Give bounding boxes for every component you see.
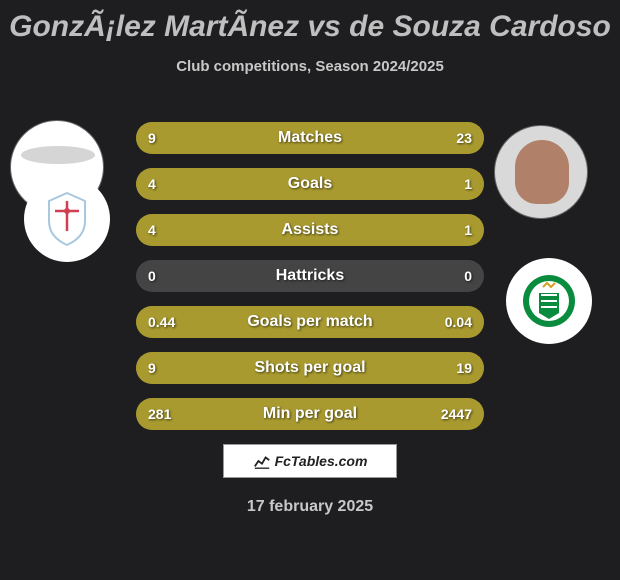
subtitle: Club competitions, Season 2024/2025 [0,58,620,75]
stat-value-right: 23 [456,122,472,154]
stat-label: Goals [136,168,484,200]
stat-label: Matches [136,122,484,154]
stat-value-left: 0.44 [148,306,175,338]
stat-value-left: 4 [148,168,156,200]
stat-value-right: 1 [464,214,472,246]
stat-row: Min per goal281 2447 [136,398,484,430]
stat-label: Min per goal [136,398,484,430]
club-left-logo [24,176,110,262]
stat-row: Goals per match0.44 0.04 [136,306,484,338]
club-right-logo [506,258,592,344]
stat-label: Assists [136,214,484,246]
betis-crest-icon [521,273,577,329]
stat-label: Goals per match [136,306,484,338]
chart-icon [253,452,271,470]
stat-row: Shots per goal9 19 [136,352,484,384]
stat-row: Matches9 23 [136,122,484,154]
stat-value-right: 0 [464,260,472,292]
stat-label: Hattricks [136,260,484,292]
stat-value-left: 4 [148,214,156,246]
stat-value-left: 0 [148,260,156,292]
date-label: 17 february 2025 [0,498,620,516]
comparison-title: GonzÃ¡lez MartÃ­nez vs de Souza Cardoso [0,0,620,44]
stat-value-right: 0.04 [445,306,472,338]
stat-value-right: 2447 [441,398,472,430]
stat-row: Goals4 1 [136,168,484,200]
stat-value-left: 9 [148,352,156,384]
stats-container: Matches923Goals41Assists41Hattricks00Goa… [136,122,484,444]
watermark-text: FcTables.com [275,453,368,469]
player-right-avatar [494,125,588,219]
stat-row: Hattricks0 0 [136,260,484,292]
stat-value-right: 1 [464,168,472,200]
stat-value-left: 281 [148,398,171,430]
watermark: FcTables.com [223,444,397,478]
stat-value-left: 9 [148,122,156,154]
stat-label: Shots per goal [136,352,484,384]
celta-crest-icon [39,191,95,247]
stat-value-right: 19 [456,352,472,384]
stat-row: Assists4 1 [136,214,484,246]
